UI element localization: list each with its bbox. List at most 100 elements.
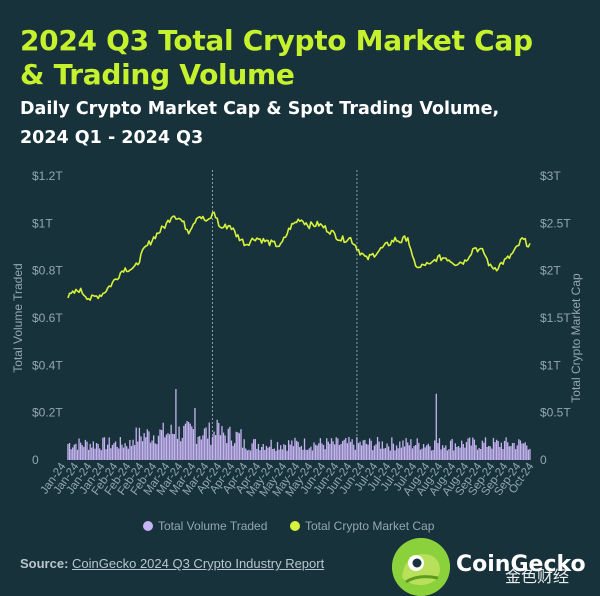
volume-bar — [383, 448, 385, 460]
volume-bar — [103, 437, 106, 460]
volume-bar — [162, 422, 164, 460]
volume-bar — [202, 435, 204, 460]
volume-bar — [457, 446, 460, 460]
source-link[interactable]: CoinGecko 2024 Q3 Crypto Industry Report — [72, 556, 325, 571]
volume-bar — [413, 446, 415, 460]
volume-bar — [314, 444, 317, 460]
volume-bar — [475, 445, 477, 460]
volume-bar — [375, 444, 377, 460]
volume-bar — [349, 441, 352, 460]
volume-bar — [249, 450, 252, 460]
volume-bar — [494, 442, 496, 460]
volume-bar — [118, 448, 120, 460]
volume-bar — [240, 429, 242, 460]
volume-bar — [319, 438, 322, 460]
volume-bar — [205, 427, 207, 460]
volume-bar — [219, 435, 222, 460]
volume-bar — [454, 443, 456, 460]
volume-bar — [388, 446, 390, 460]
volume-bar — [264, 449, 266, 460]
volume-bar — [410, 439, 412, 460]
volume-bar — [308, 448, 310, 460]
volume-bar — [311, 450, 314, 460]
volume-bar — [184, 423, 187, 460]
y-left-tick-label: 0 — [32, 453, 39, 467]
volume-bar — [337, 438, 339, 460]
volume-bar — [305, 449, 307, 460]
volume-bar — [340, 443, 342, 460]
volume-bar — [481, 440, 483, 460]
volume-bar — [183, 425, 185, 460]
coingecko-logo-icon — [392, 538, 450, 596]
volume-bar — [486, 447, 488, 460]
volume-bar — [414, 445, 417, 460]
volume-bar — [380, 448, 382, 460]
volume-bar — [394, 450, 396, 460]
volume-bar — [359, 441, 361, 460]
volume-bar — [208, 422, 210, 460]
volume-bar — [411, 448, 414, 460]
volume-bar — [426, 445, 428, 460]
volume-bar — [468, 437, 471, 460]
volume-bar — [129, 440, 131, 460]
volume-bar — [343, 439, 345, 460]
volume-bar — [338, 445, 341, 460]
volume-bar — [87, 449, 90, 460]
volume-bar — [489, 446, 491, 460]
volume-bar — [434, 440, 436, 460]
volume-bar — [397, 448, 399, 460]
volume-bar — [303, 438, 306, 460]
volume-bar — [524, 442, 526, 460]
y-left-tick-label: $1T — [32, 216, 53, 230]
volume-bar — [327, 441, 329, 460]
volume-bar — [370, 440, 372, 460]
volume-bar — [111, 444, 114, 460]
market-cap-line — [67, 211, 531, 301]
y-left-tick-label: $0.2T — [32, 406, 63, 420]
volume-bar — [237, 432, 239, 460]
volume-bar — [522, 443, 525, 460]
volume-bar — [257, 443, 260, 460]
volume-bar — [307, 449, 309, 460]
volume-bar — [210, 444, 212, 460]
volume-bar — [222, 432, 225, 460]
volume-bar — [465, 442, 468, 460]
volume-bar — [372, 450, 374, 460]
volume-bar — [73, 444, 75, 460]
volume-bar — [384, 448, 387, 460]
volume-bar — [422, 444, 425, 460]
volume-bar — [100, 450, 102, 460]
volume-bar — [427, 443, 429, 460]
volume-bar — [173, 434, 175, 460]
volume-bar — [229, 426, 231, 460]
volume-bar — [256, 448, 258, 460]
volume-bar — [159, 429, 161, 460]
volume-bar — [114, 441, 117, 460]
volume-bar — [81, 445, 83, 460]
volume-bar — [238, 433, 241, 460]
volume-bar — [480, 449, 482, 460]
volume-bar — [200, 439, 202, 460]
volume-bar — [357, 443, 360, 460]
volume-bar — [376, 436, 379, 460]
volume-bar — [503, 440, 506, 460]
volume-bar — [310, 446, 312, 460]
volume-bar — [83, 446, 85, 460]
volume-bar — [407, 442, 409, 460]
volume-bar — [316, 445, 318, 460]
volume-bar — [502, 449, 504, 460]
volume-bar — [203, 428, 206, 460]
volume-bar — [259, 450, 261, 460]
volume-bar — [70, 449, 72, 460]
volume-bar — [443, 447, 445, 460]
volume-bar — [430, 450, 433, 460]
volume-bar — [106, 444, 109, 460]
volume-bar — [284, 445, 287, 460]
y-right-tick-label: $3T — [540, 169, 561, 183]
volume-bar — [124, 443, 126, 460]
volume-bar — [500, 442, 503, 460]
volume-bar — [214, 435, 217, 460]
volume-bar — [289, 444, 291, 460]
volume-bar — [165, 434, 168, 460]
volume-bar — [291, 440, 293, 460]
